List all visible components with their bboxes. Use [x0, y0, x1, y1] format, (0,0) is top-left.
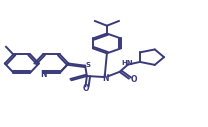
- Text: O: O: [83, 84, 89, 93]
- Text: HN: HN: [121, 60, 133, 66]
- Text: N: N: [102, 74, 109, 83]
- Text: N: N: [40, 70, 46, 79]
- Text: O: O: [130, 75, 137, 84]
- Text: S: S: [85, 62, 90, 68]
